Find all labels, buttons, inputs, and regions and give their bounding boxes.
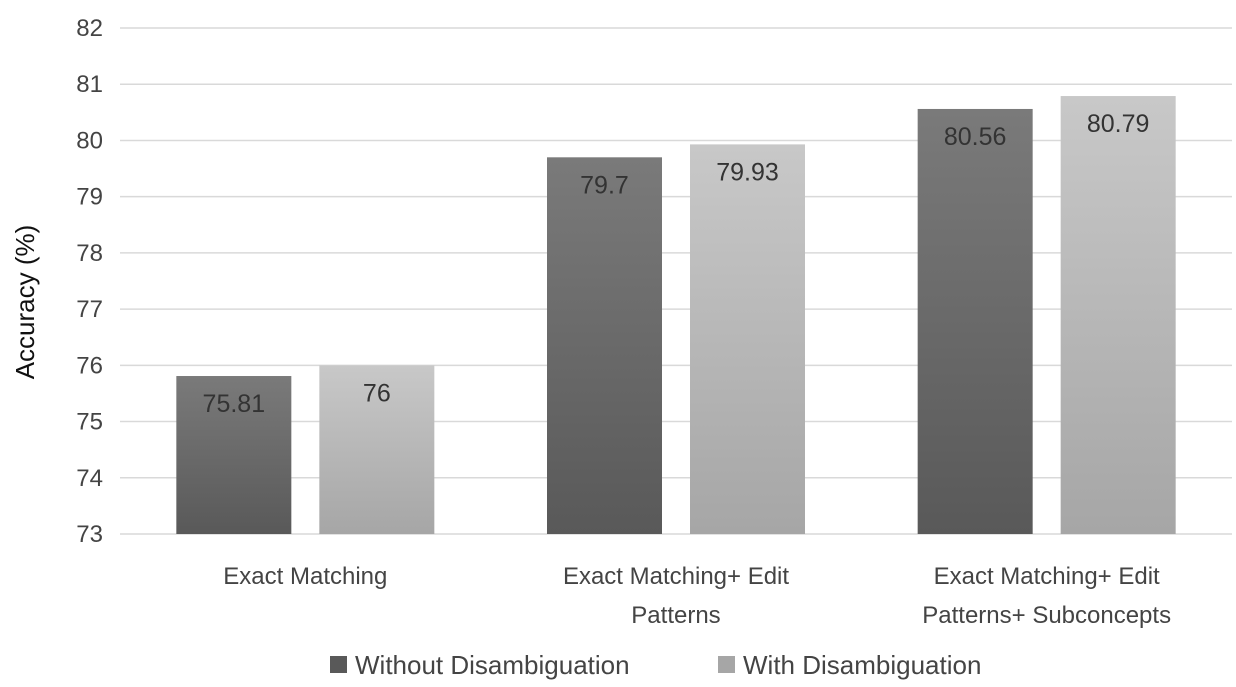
- legend-swatch: [718, 656, 735, 673]
- bars: 75.81 76 79.7 79.93 80.56 80.79: [176, 96, 1176, 535]
- data-label: 79.93: [716, 158, 779, 186]
- gridlines: [120, 27, 1232, 535]
- data-label: 80.79: [1087, 110, 1150, 138]
- data-label: 75.81: [203, 390, 266, 418]
- bar-with-disambiguation: [319, 365, 435, 534]
- y-tick-label: 74: [76, 465, 103, 492]
- x-category-label-line: Exact Matching+ Edit: [934, 563, 1160, 590]
- y-tick-label: 82: [76, 15, 103, 42]
- bar-without-disambiguation: [176, 376, 292, 534]
- x-category-label-line: Patterns: [631, 602, 720, 629]
- legend-label: Without Disambiguation: [355, 650, 630, 680]
- data-label: 76: [363, 379, 391, 407]
- x-category-label-line: Exact Matching: [223, 563, 387, 590]
- legend-label: With Disambiguation: [743, 650, 981, 680]
- y-tick-label: 80: [76, 127, 103, 154]
- data-label: 79.7: [580, 171, 629, 199]
- y-tick-label: 78: [76, 240, 103, 267]
- x-category-label-line: Exact Matching+ Edit: [563, 563, 789, 590]
- x-category-label: Exact Matching+ Edit Patterns+ Subconcept…: [922, 563, 1171, 629]
- x-axis-categories: Exact Matching Exact Matching+ Edit Patter…: [223, 563, 1171, 629]
- data-label: 80.56: [944, 123, 1007, 151]
- y-tick-label: 75: [76, 409, 103, 436]
- legend: Without Disambiguation With Disambiguatio…: [330, 650, 981, 680]
- y-axis-ticks: 73 74 75 76 77 78 79 80 81 82: [76, 15, 103, 548]
- bar-with-disambiguation: [1060, 96, 1176, 534]
- x-category-label: Exact Matching+ Edit Patterns: [563, 563, 789, 629]
- y-tick-label: 76: [76, 352, 103, 379]
- bar-without-disambiguation: [547, 157, 662, 535]
- y-tick-label: 81: [76, 71, 103, 98]
- y-tick-label: 77: [76, 296, 103, 323]
- y-axis-label: Accuracy (%): [10, 225, 40, 380]
- y-tick-label: 79: [76, 184, 103, 211]
- x-category-label: Exact Matching: [223, 563, 387, 590]
- bar-with-disambiguation: [690, 144, 805, 534]
- x-category-label-line: Patterns+ Subconcepts: [922, 602, 1171, 629]
- bar-without-disambiguation: [917, 108, 1033, 535]
- legend-swatch: [330, 656, 347, 673]
- y-tick-label: 73: [76, 521, 103, 548]
